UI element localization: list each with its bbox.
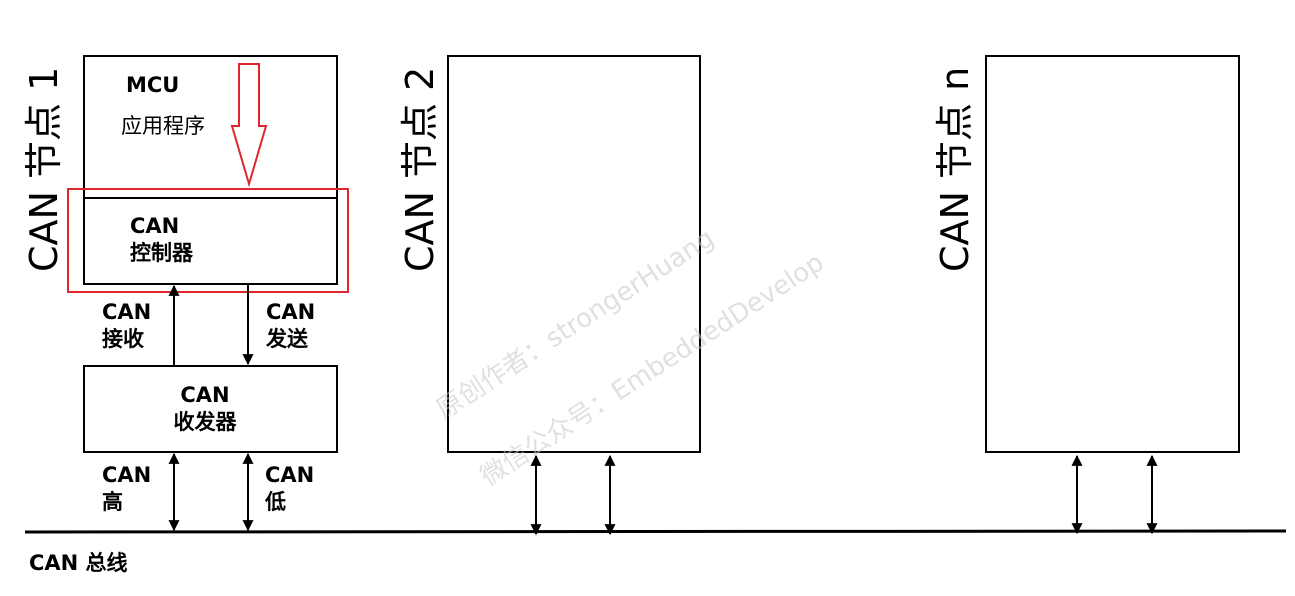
controller-label-line1: CAN <box>130 214 180 238</box>
can-low-label-line1: CAN <box>265 463 315 487</box>
node1-title: CAN 节点 1 <box>22 66 66 272</box>
controller-label-line2: 控制器 <box>130 241 193 265</box>
transceiver-label-line1: CAN <box>180 383 230 407</box>
can-high-label-line1: CAN <box>102 463 152 487</box>
tx-label-line2: 发送 <box>266 327 308 351</box>
controller-label: CAN 控制器 <box>130 213 193 267</box>
tx-label: CAN 发送 <box>266 299 315 353</box>
can-low-label: CAN 低 <box>265 462 314 516</box>
can-bus-label: CAN 总线 <box>29 551 128 575</box>
controller-box <box>83 197 338 285</box>
rx-label-line1: CAN <box>102 300 152 324</box>
can-low-label-line2: 低 <box>265 490 286 514</box>
app-to-controller-arrow <box>230 63 268 188</box>
application-label: 应用程序 <box>121 114 205 138</box>
noden-box <box>985 55 1240 453</box>
node2-title: CAN 节点 2 <box>398 66 442 272</box>
rx-label: CAN 接收 <box>102 299 151 353</box>
can-bus-line <box>24 529 1287 534</box>
transceiver-box <box>83 365 338 453</box>
transceiver-label-line2: 收发器 <box>173 410 237 434</box>
rx-label-line2: 接收 <box>102 327 144 351</box>
transceiver-label: CAN 收发器 <box>150 382 260 436</box>
can-high-label: CAN 高 <box>102 462 151 516</box>
mcu-label: MCU <box>126 73 180 97</box>
noden-title: CAN 节点 n <box>933 66 977 272</box>
node2-box <box>447 55 701 453</box>
tx-label-line1: CAN <box>266 300 316 324</box>
can-high-label-line2: 高 <box>102 490 123 514</box>
controller-highlight <box>67 188 349 293</box>
